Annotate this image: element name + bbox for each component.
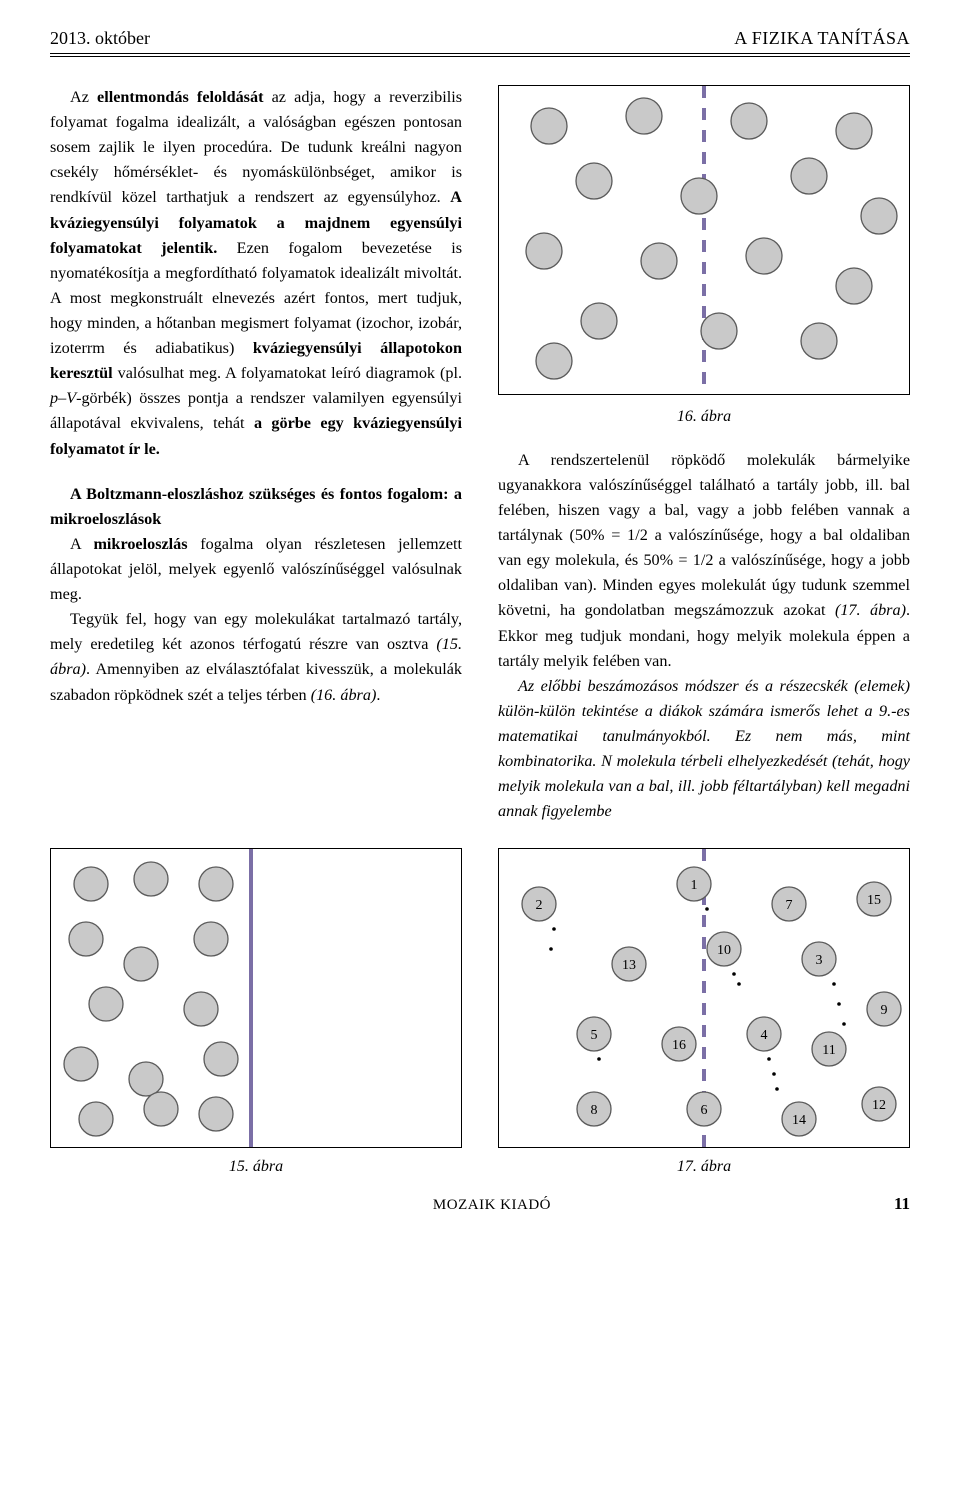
page-footer: MOZAIK KIADÓ 11 (50, 1194, 910, 1214)
svg-text:2: 2 (536, 898, 543, 913)
svg-text:4: 4 (761, 1028, 768, 1043)
figure-17: 12715131039516411861412 (498, 848, 910, 1148)
bottom-figures-row: 15. ábra 12715131039516411861412 17. ábr… (50, 848, 910, 1176)
text: . Amennyiben az elválasztófalat kivesszü… (50, 660, 462, 703)
svg-text:14: 14 (792, 1113, 806, 1128)
footer-publisher: MOZAIK KIADÓ (90, 1197, 894, 1214)
svg-text:10: 10 (717, 943, 731, 958)
text: valósulhat meg. A folyamatokat leíró dia… (113, 364, 462, 382)
figure-15-caption: 15. ábra (50, 1158, 462, 1176)
two-column-layout: Az ellentmondás feloldását az adja, hogy… (50, 85, 910, 824)
text: A rendszertelenül röpködő molekulák bárm… (498, 451, 910, 620)
para-1: Az ellentmondás feloldását az adja, hogy… (50, 85, 462, 462)
svg-text:9: 9 (881, 1003, 888, 1018)
svg-text:16: 16 (672, 1038, 686, 1053)
figure-16 (498, 85, 910, 395)
figure-15 (50, 848, 462, 1148)
svg-text:5: 5 (591, 1028, 598, 1043)
header-date: 2013. október (50, 28, 150, 49)
page-number: 11 (894, 1194, 910, 1214)
svg-text:6: 6 (701, 1103, 708, 1118)
page-header: 2013. október A FIZIKA TANÍTÁSA (50, 28, 910, 57)
header-title: A FIZIKA TANÍTÁSA (734, 28, 910, 49)
text-bold: ellentmondás feloldását (97, 88, 263, 106)
figure-16-caption: 16. ábra (498, 405, 910, 430)
svg-text:11: 11 (822, 1043, 835, 1058)
svg-text:1: 1 (691, 878, 698, 893)
text-bold: mikroeloszlás (93, 535, 187, 553)
right-column: 16. ábra A rendszertelenül röpködő molek… (498, 85, 910, 824)
para-r2-italic: Az előbbi beszámozásos módszer és a rész… (498, 674, 910, 825)
figure-17-caption: 17. ábra (498, 1158, 910, 1176)
figure-15-wrap: 15. ábra (50, 848, 462, 1176)
para-heading: A Boltzmann-eloszláshoz szükséges és fon… (50, 482, 462, 532)
para-4: Tegyük fel, hogy van egy molekulákat tar… (50, 607, 462, 707)
text-italic: (16. ábra) (311, 686, 377, 704)
figure-17-wrap: 12715131039516411861412 17. ábra (498, 848, 910, 1176)
left-column: Az ellentmondás feloldását az adja, hogy… (50, 85, 462, 824)
text-italic: p–V (50, 389, 76, 407)
text: A (70, 535, 93, 553)
svg-text:15: 15 (867, 893, 881, 908)
para-r1: A rendszertelenül röpködő molekulák bárm… (498, 448, 910, 674)
svg-text:3: 3 (816, 953, 823, 968)
heading-bold: A Boltzmann-eloszláshoz szükséges és fon… (50, 485, 462, 528)
svg-text:12: 12 (872, 1098, 886, 1113)
para-3: A mikroeloszlás fogalma olyan részletese… (50, 532, 462, 607)
svg-text:8: 8 (591, 1103, 598, 1118)
text: Tegyük fel, hogy van egy molekulákat tar… (50, 610, 462, 653)
text: . (376, 686, 380, 704)
svg-text:7: 7 (786, 898, 793, 913)
text: Az (70, 88, 97, 106)
svg-text:13: 13 (622, 958, 636, 973)
text-italic: (17. ábra) (835, 601, 906, 619)
